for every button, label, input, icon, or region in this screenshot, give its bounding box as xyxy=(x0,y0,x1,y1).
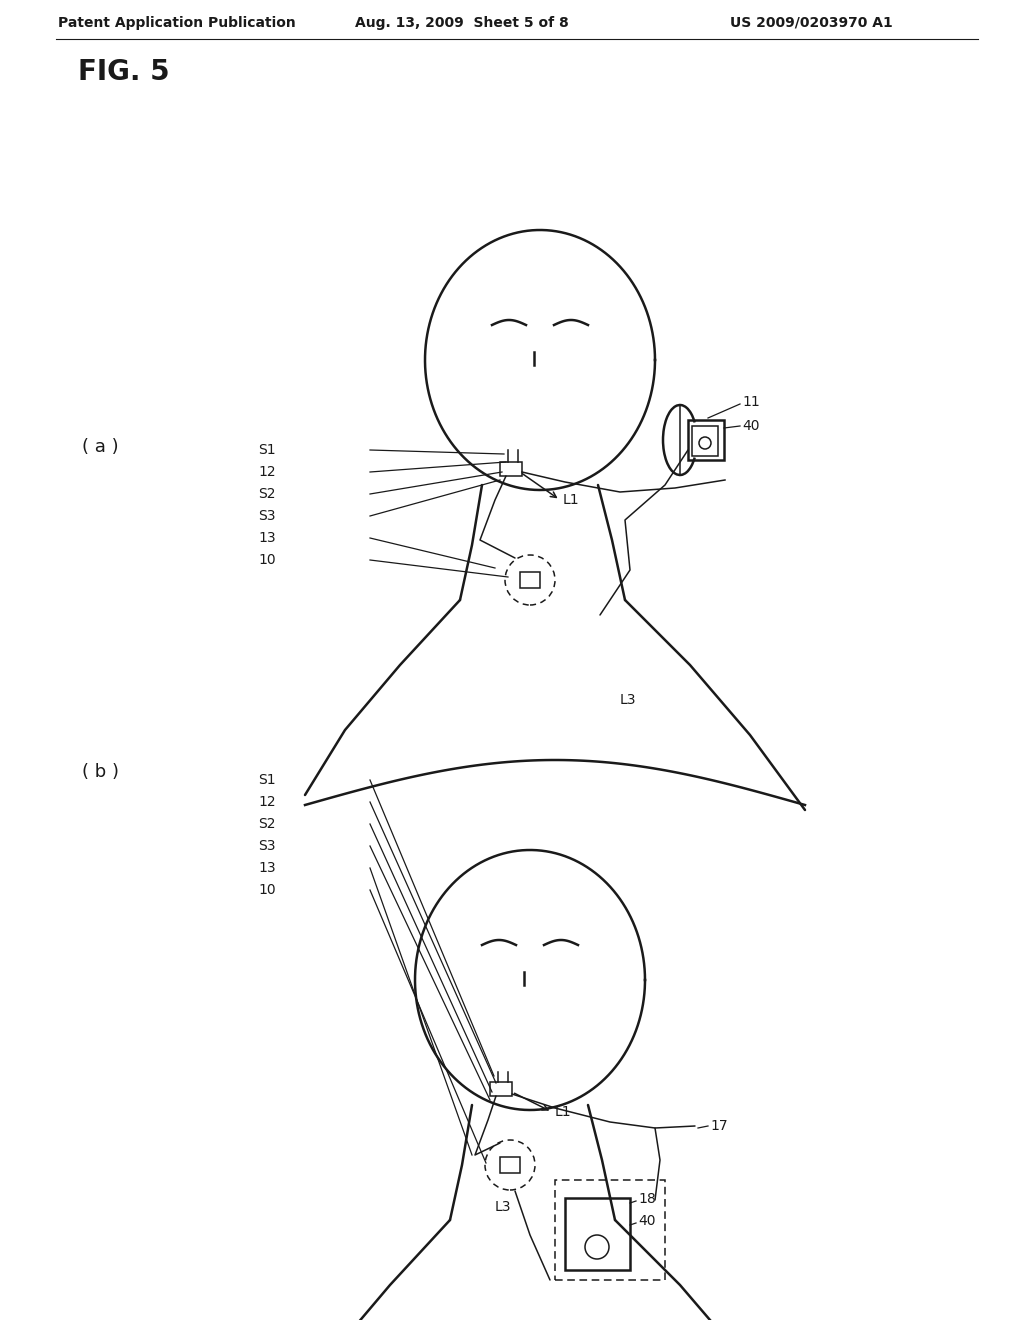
Text: 10: 10 xyxy=(258,553,275,568)
Text: 13: 13 xyxy=(258,531,275,545)
Text: S3: S3 xyxy=(258,510,275,523)
Text: S1: S1 xyxy=(258,774,275,787)
Text: 11: 11 xyxy=(742,395,760,409)
Text: 17: 17 xyxy=(710,1119,728,1133)
Text: 40: 40 xyxy=(638,1214,655,1228)
Text: L1: L1 xyxy=(555,1105,571,1119)
Text: 13: 13 xyxy=(258,861,275,875)
Text: ( a ): ( a ) xyxy=(82,438,119,455)
Text: L3: L3 xyxy=(495,1200,512,1214)
Text: 12: 12 xyxy=(258,795,275,809)
Text: 12: 12 xyxy=(258,465,275,479)
Text: FIG. 5: FIG. 5 xyxy=(78,58,170,86)
Text: Patent Application Publication: Patent Application Publication xyxy=(58,16,296,30)
Text: S1: S1 xyxy=(258,444,275,457)
Text: L1: L1 xyxy=(563,492,580,507)
Text: Aug. 13, 2009  Sheet 5 of 8: Aug. 13, 2009 Sheet 5 of 8 xyxy=(355,16,568,30)
Text: ( b ): ( b ) xyxy=(82,763,119,781)
Text: 18: 18 xyxy=(638,1192,655,1206)
Text: S2: S2 xyxy=(258,817,275,832)
Text: S2: S2 xyxy=(258,487,275,502)
Text: S3: S3 xyxy=(258,840,275,853)
Text: US 2009/0203970 A1: US 2009/0203970 A1 xyxy=(730,16,893,30)
Text: 40: 40 xyxy=(742,418,760,433)
Text: 10: 10 xyxy=(258,883,275,898)
Text: L3: L3 xyxy=(620,693,637,708)
